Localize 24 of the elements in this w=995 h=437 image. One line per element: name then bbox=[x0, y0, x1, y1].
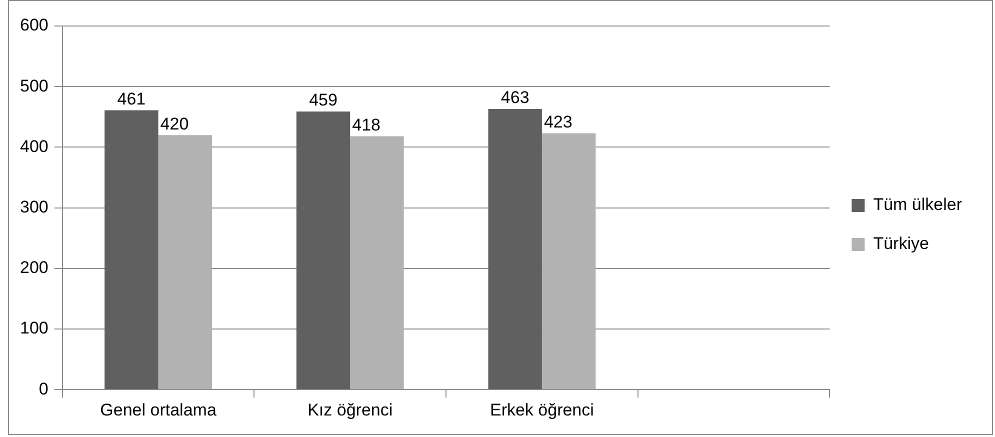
data-label: 461 bbox=[117, 89, 146, 108]
bar bbox=[542, 133, 596, 390]
legend-label: Tüm ülkeler bbox=[873, 195, 962, 214]
x-tick-label: Genel ortalama bbox=[100, 400, 217, 420]
y-tick-label: 600 bbox=[20, 16, 48, 35]
bar bbox=[104, 110, 158, 390]
y-tick-label: 300 bbox=[20, 197, 48, 216]
x-tick-label: Erkek öğrenci bbox=[490, 400, 594, 420]
data-label: 418 bbox=[352, 115, 380, 134]
x-tick-label: Kız öğrenci bbox=[308, 400, 393, 420]
y-tick-label: 400 bbox=[20, 136, 48, 156]
data-label: 423 bbox=[544, 112, 572, 132]
data-label: 420 bbox=[160, 114, 189, 134]
y-tick-label: 100 bbox=[20, 318, 48, 338]
y-tick-label: 200 bbox=[20, 258, 48, 278]
y-tick-label: 500 bbox=[20, 76, 48, 96]
y-tick-label: 0 bbox=[38, 379, 48, 398]
bar bbox=[158, 135, 212, 390]
bar bbox=[296, 111, 350, 390]
bar bbox=[350, 136, 404, 390]
data-label: 459 bbox=[309, 90, 338, 110]
legend-label: Türkiye bbox=[873, 234, 929, 254]
bar bbox=[488, 109, 542, 390]
data-label: 463 bbox=[500, 88, 530, 108]
